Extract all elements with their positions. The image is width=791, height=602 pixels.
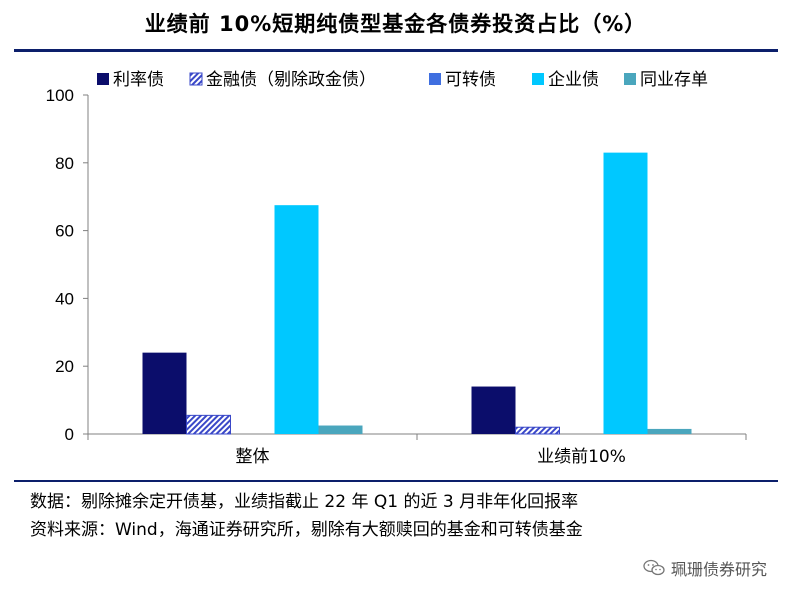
bar bbox=[471, 386, 516, 434]
bar-chart: 利率债 金融债（剔除政金债） 可转债 企业债 同业存单 0 20 40 60 80 100 整体 业绩… bbox=[46, 70, 747, 467]
legend-label: 企业债 bbox=[548, 70, 599, 90]
chart-title: 业绩前 10%短期纯债型基金各债券投资占比（%） bbox=[144, 12, 647, 36]
legend-label: 同业存单 bbox=[640, 70, 708, 90]
legend-label: 利率债 bbox=[113, 70, 164, 90]
source-note: 资料来源：Wind，海通证券研究所，剔除有大额赎回的基金和可转债基金 bbox=[30, 520, 583, 540]
y-tick-label: 0 bbox=[65, 425, 74, 444]
y-tick-label: 100 bbox=[46, 86, 74, 105]
watermark-text: 珮珊债券研究 bbox=[670, 560, 767, 579]
wechat-icon bbox=[643, 559, 665, 576]
bar bbox=[318, 425, 363, 434]
title-bar: 业绩前 10%短期纯债型基金各债券投资占比（%） bbox=[0, 0, 791, 46]
bar bbox=[515, 426, 560, 435]
watermark: 珮珊债券研究 bbox=[643, 556, 767, 580]
bar bbox=[274, 205, 319, 434]
bar bbox=[186, 414, 231, 435]
y-tick-label: 40 bbox=[55, 289, 74, 308]
legend: 利率债 金融债（剔除政金债） 可转债 企业债 同业存单 bbox=[97, 70, 708, 90]
y-tick-label: 20 bbox=[55, 357, 74, 376]
legend-label: 金融债（剔除政金债） bbox=[206, 70, 376, 90]
legend-label: 可转债 bbox=[445, 70, 496, 90]
axes: 0 20 40 60 80 100 整体 业绩前10% bbox=[46, 86, 747, 467]
legend-swatch bbox=[429, 73, 441, 85]
x-category-label: 整体 bbox=[236, 447, 270, 467]
footer-divider bbox=[14, 480, 778, 482]
bars bbox=[142, 152, 692, 435]
y-tick-label: 60 bbox=[55, 222, 74, 241]
bar bbox=[647, 428, 692, 434]
bar bbox=[142, 352, 187, 434]
data-note: 数据：剔除摊余定开债基，业绩指截止 22 年 Q1 的近 3 月非年化回报率 bbox=[30, 492, 579, 512]
legend-swatch bbox=[97, 73, 109, 85]
legend-swatch bbox=[189, 72, 203, 86]
x-category-label: 业绩前10% bbox=[537, 447, 626, 467]
bar bbox=[603, 152, 648, 434]
y-tick-label: 80 bbox=[55, 154, 74, 173]
legend-swatch bbox=[624, 73, 636, 85]
title-divider bbox=[14, 49, 778, 52]
legend-swatch bbox=[532, 73, 544, 85]
